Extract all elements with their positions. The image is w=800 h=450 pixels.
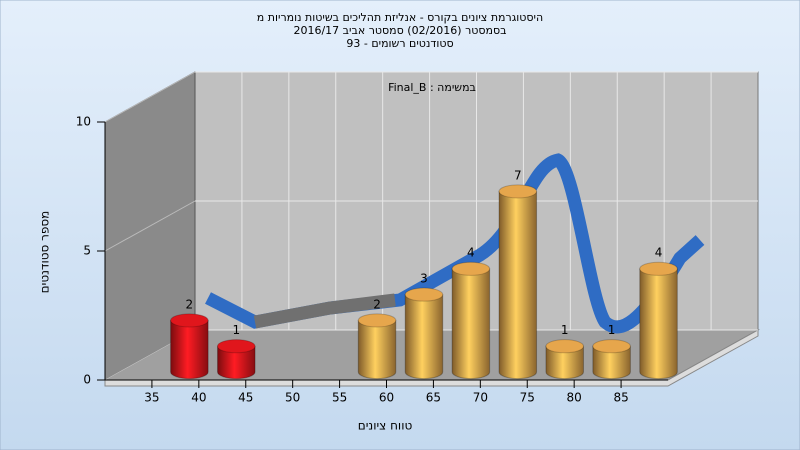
x-tick-label: 85	[613, 391, 628, 405]
x-tick-label: 55	[332, 391, 347, 405]
x-tick-label: 40	[191, 391, 206, 405]
value-label: 2	[186, 297, 194, 311]
y-axis-label: מספר סטודנטים	[38, 211, 52, 294]
chart-subtitle: בסמסטר (02/2016) סמסטר אביב 2016/17	[293, 24, 506, 37]
grid-line	[104, 200, 196, 252]
bar-body	[498, 190, 538, 380]
bar-body	[639, 268, 678, 380]
x-axis-label: טווח ציונים	[358, 419, 413, 433]
bar	[170, 313, 209, 380]
value-label: 2	[373, 297, 381, 311]
value-label: 7	[514, 168, 522, 182]
bar-body	[217, 345, 256, 380]
x-tick-label: 35	[144, 391, 159, 405]
bar-top	[217, 339, 256, 354]
bar	[639, 261, 678, 380]
bar-top	[404, 287, 444, 302]
x-tick-label: 50	[285, 391, 300, 405]
value-label: 4	[655, 246, 663, 260]
bar	[498, 184, 538, 380]
distribution-curve-shade	[253, 293, 396, 329]
bar	[451, 261, 491, 380]
value-label: 4	[467, 246, 475, 260]
bar-body	[357, 319, 397, 380]
y-tick-label: 10	[76, 115, 91, 129]
bar-top	[592, 339, 631, 354]
chart-subtitle: סטודנטים רשומים - 93	[346, 37, 453, 50]
bars: 2 1 2 3 4 7 1 1 4	[170, 168, 678, 380]
x-tick-label: 65	[426, 391, 441, 405]
chart-title: היסטוגרמת ציונים בקורס - אנליזת תהליכים …	[257, 11, 543, 24]
bar-body	[404, 294, 444, 380]
bar-top	[545, 339, 584, 354]
bar	[404, 287, 444, 380]
grid-line	[104, 71, 196, 123]
bar-top	[170, 313, 209, 328]
bar-top	[498, 184, 538, 199]
y-tick-label: 0	[83, 373, 91, 387]
bar	[217, 339, 256, 380]
bar	[357, 313, 397, 380]
x-tick-label: 60	[379, 391, 394, 405]
bar-top	[357, 313, 397, 328]
bar	[592, 339, 631, 380]
value-label: 1	[608, 323, 616, 337]
value-label: 1	[232, 323, 240, 337]
bar-top	[451, 261, 491, 276]
annotation: Final_B : במשימה	[388, 81, 476, 94]
bar-body	[170, 319, 209, 380]
x-tick-label: 70	[473, 391, 488, 405]
bar-body	[451, 268, 491, 380]
y-tick-label: 5	[83, 244, 91, 258]
value-label: 3	[420, 272, 428, 286]
bar	[545, 339, 584, 380]
x-tick-label: 80	[567, 391, 582, 405]
x-tick-label: 45	[238, 391, 253, 405]
x-tick-label: 75	[520, 391, 535, 405]
bar-top	[639, 261, 678, 276]
bar-body	[545, 345, 584, 380]
value-label: 1	[561, 323, 569, 337]
bar-body	[592, 345, 631, 380]
